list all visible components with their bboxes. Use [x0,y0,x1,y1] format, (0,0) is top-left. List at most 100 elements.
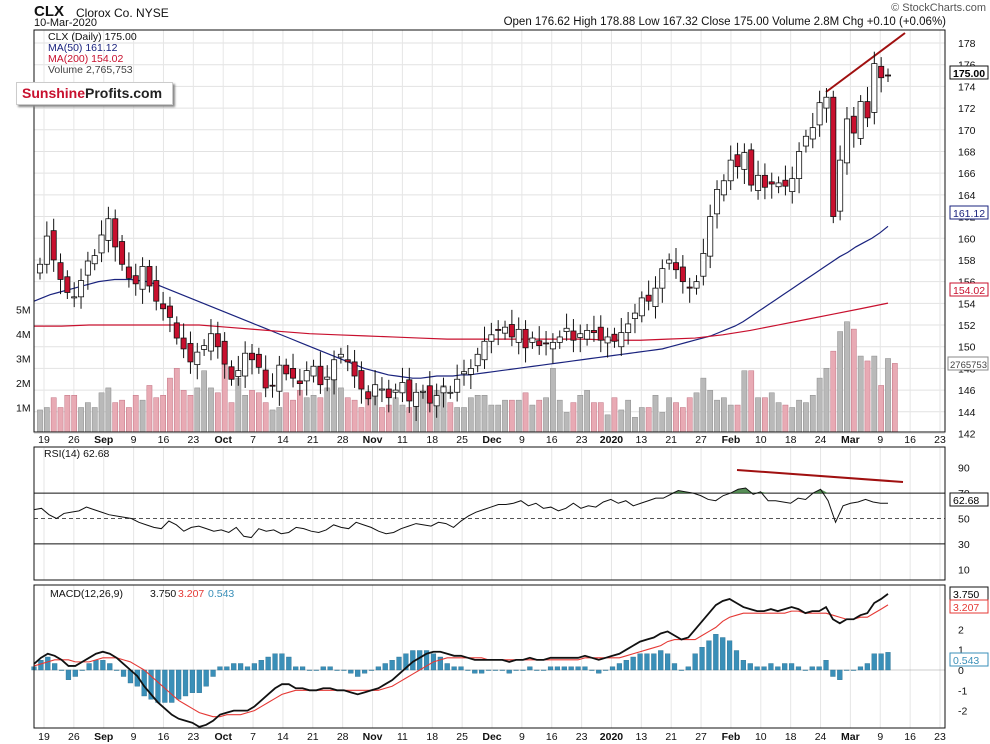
ma200-tag-box [949,282,989,297]
hist-tag-box [949,652,989,667]
x-tick-label: 21 [307,731,319,743]
volume-bar [112,402,119,433]
volume-bar [891,363,898,433]
candle-body [748,149,755,186]
candle-body [399,382,406,394]
x-tick-label: 11 [397,731,408,743]
ma50-tag: 161.12 [953,208,985,220]
macd-histogram-bar [86,663,92,671]
candle-body [125,266,132,279]
volume-bar [803,402,809,433]
candle-body [78,280,85,298]
candle-body [447,391,454,394]
x-tick-label: Oct [214,434,232,446]
volume-bar [160,395,166,433]
macd-histogram-bar [355,669,361,677]
legend-rsi: RSI(14) 62.68 [44,448,110,460]
volume-bar [515,399,522,433]
candle-body [638,297,645,317]
candle-body [358,370,365,390]
macd-histogram-bar [437,656,443,671]
x-tick-label: 13 [635,731,647,743]
macd-histogram-bar [850,669,857,671]
macd-tick-label: 1 [958,645,964,657]
hist-tag: 0.543 [953,655,979,667]
candle-body [857,101,864,139]
candle-body [440,386,447,394]
macd-histogram-bar [38,660,44,671]
volume-bar [50,397,57,433]
candle-body [878,65,885,79]
macd-histogram-bar [802,669,808,671]
macd-histogram-bar [244,666,251,671]
macd-histogram-bar [258,660,264,671]
volume-bar [454,407,461,433]
candle-body [71,296,78,299]
volume-bar [201,370,207,433]
rsi-tag: 62.68 [953,495,979,507]
x-tick-label: 23 [187,434,199,446]
price-tick-label: 164 [958,190,976,202]
price-tick-label: 144 [958,407,976,419]
macd-histogram-bar [554,666,561,671]
candle-body [235,370,242,377]
x-tick-label: 23 [934,434,946,446]
candle-body [303,370,310,382]
volume-bar [556,399,563,433]
macd-histogram-bar [100,660,106,671]
x-tick-label: 25 [456,434,468,446]
candle-body [755,174,762,191]
macd-histogram-bar [375,666,381,671]
ma200-tag: 154.02 [953,285,985,297]
volume-bar [721,397,727,433]
volume-bar [78,407,84,433]
volume-bar [242,395,249,433]
candle-body [830,96,837,217]
candle-body [577,333,584,338]
candle-body [187,343,194,363]
candle-body [160,303,167,310]
volume-bar [837,331,843,433]
legend-ma50: MA(50) 161.12 [48,42,118,54]
x-tick-label: 9 [519,434,525,446]
candle-body [406,379,413,402]
macd-histogram-bar [341,669,347,671]
macd-histogram-bar [251,663,257,671]
volume-bar [570,402,577,433]
candle-body [495,328,502,331]
macd-histogram-bar [547,666,554,671]
candle-body [549,341,556,350]
x-tick-label: 14 [277,434,289,446]
macd-histogram-bar [182,669,189,697]
candle-body [604,336,611,344]
volume-bars [37,321,898,433]
x-tick-label: 18 [426,731,438,743]
macd-histogram-bar [809,666,815,671]
last-price-tag-box [949,65,989,80]
macd-histogram-bar [658,650,664,671]
volume-bar [755,397,761,433]
x-tick-label: 24 [815,731,827,743]
volume-bar [830,350,837,433]
macd-histogram-bar [747,663,753,671]
candle-body [796,151,803,179]
volume-bar [262,402,269,433]
volume-bar [167,377,173,433]
candle-body [720,180,727,196]
volume-bar [604,414,611,433]
company-label: Clorox Co. [76,6,133,20]
candle-body [652,287,659,307]
macd-histogram-bar [678,669,684,671]
macd-histogram-bar [733,650,740,671]
x-tick-label: 10 [755,731,767,743]
macd-histogram-bar [589,669,595,671]
macd-histogram-bar [327,666,333,671]
candle-body [618,332,625,348]
volume-bar [310,395,317,433]
volume-bar [659,412,666,433]
candle-body [686,286,693,289]
x-tick-label: 28 [337,434,349,446]
x-tick-label: 10 [755,434,767,446]
candle-body [351,361,358,377]
candle-body [673,262,680,271]
